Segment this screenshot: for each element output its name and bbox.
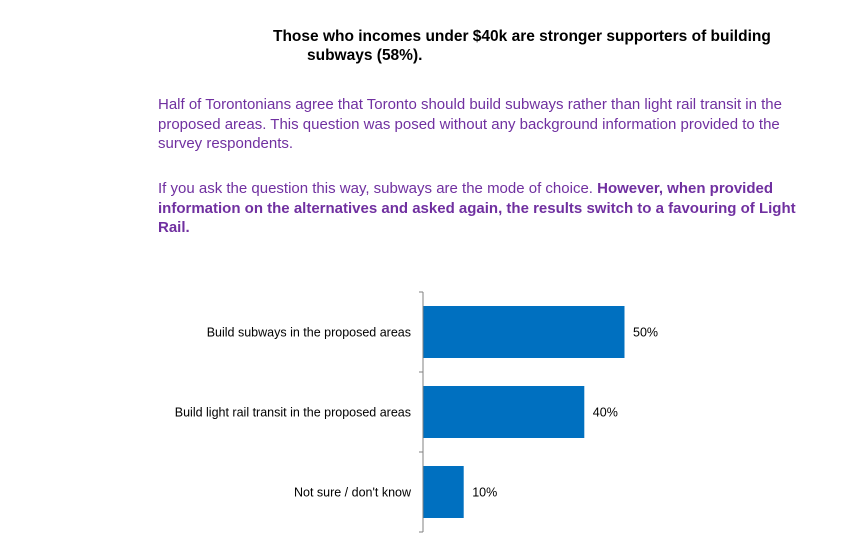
category-label: Build subways in the proposed areas (207, 326, 411, 340)
headline-line1: Those who incomes under $40k are stronge… (273, 28, 771, 45)
bar-chart: Build subways in the proposed areas 50% Bu… (175, 291, 658, 533)
finding-plain-text: If you ask the question this way, subway… (158, 180, 598, 197)
finding-bold-text: However, when provided information on th… (158, 180, 796, 236)
category-label: Not sure / don't know (294, 486, 412, 500)
intro-paragraph: Half of Torontonians agree that Toronto … (158, 96, 782, 152)
bar (423, 306, 625, 358)
bar (423, 466, 464, 518)
value-label: 50% (633, 326, 658, 340)
headline-line2: subways (58%). (307, 47, 423, 64)
category-label: Build light rail transit in the proposed… (175, 406, 411, 420)
bar (423, 386, 585, 438)
headline: Those who incomes under $40k are stronge… (273, 27, 813, 65)
value-label: 10% (472, 486, 497, 500)
finding-paragraph: If you ask the question this way, subway… (158, 179, 798, 238)
value-label: 40% (593, 406, 618, 420)
